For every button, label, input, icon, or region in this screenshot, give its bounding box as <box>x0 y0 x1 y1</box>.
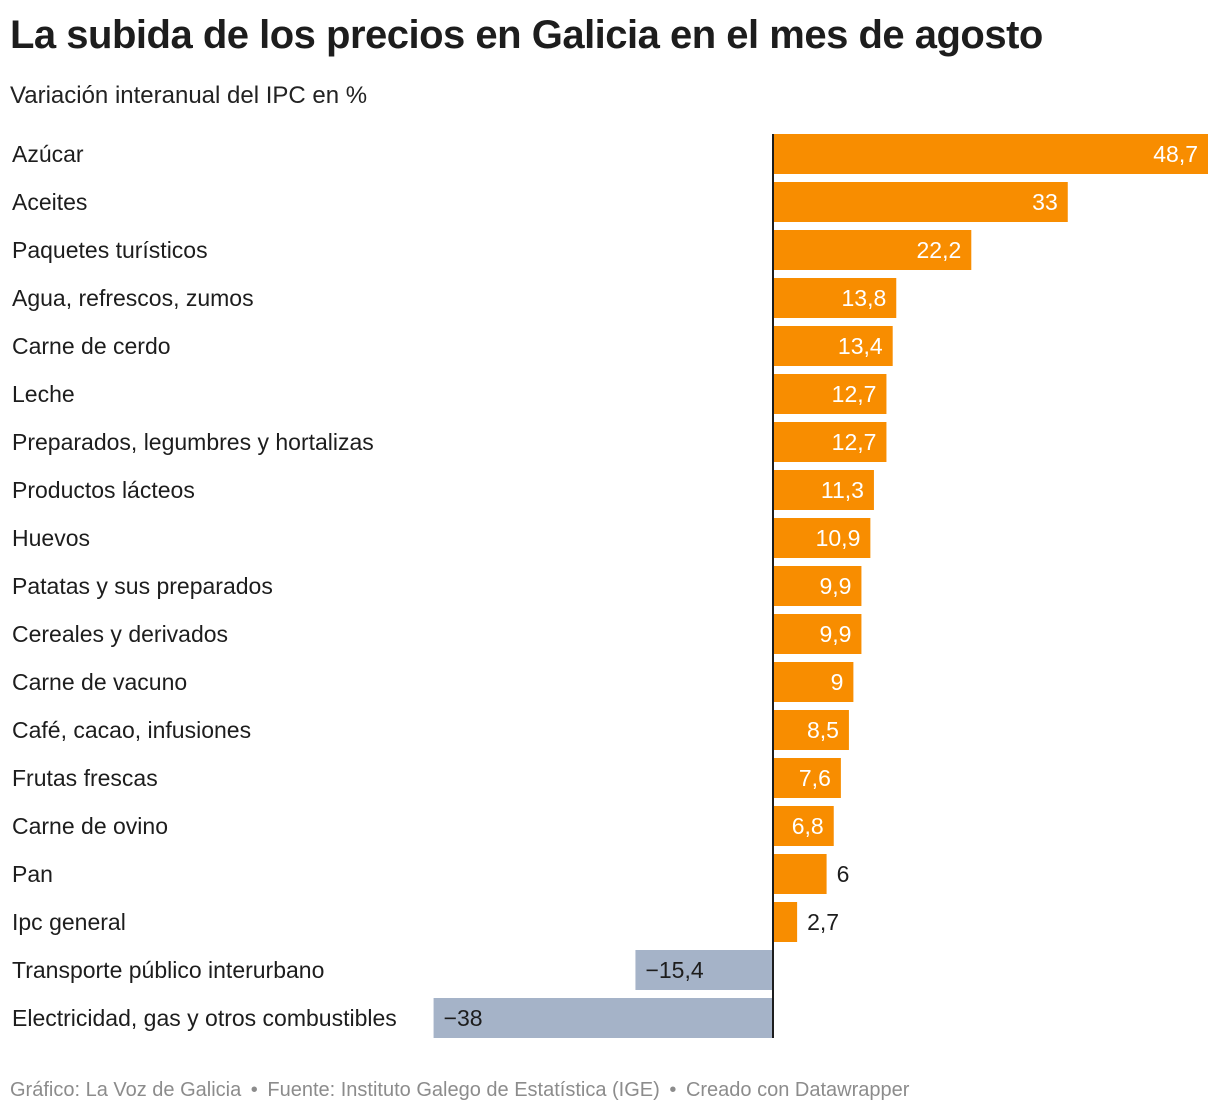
value-label: 7,6 <box>799 765 831 791</box>
bar <box>773 662 854 702</box>
bar <box>773 710 849 750</box>
value-label: 33 <box>1032 189 1058 215</box>
value-label: 2,7 <box>807 909 839 935</box>
value-label: 48,7 <box>1153 141 1198 167</box>
category-label: Carne de cerdo <box>12 333 171 359</box>
value-label: 9,9 <box>819 621 851 647</box>
chart-footer: Gráfico: La Voz de Galicia • Fuente: Ins… <box>10 1075 909 1105</box>
value-label: 9 <box>831 669 844 695</box>
bar <box>773 518 871 558</box>
category-label: Café, cacao, infusiones <box>12 717 251 743</box>
footer-separator: • <box>669 1079 677 1101</box>
value-label: 13,4 <box>838 333 883 359</box>
category-label: Cereales y derivados <box>12 621 228 647</box>
category-label: Transporte público interurbano <box>12 957 324 983</box>
value-label: 22,2 <box>917 237 962 263</box>
category-label: Agua, refrescos, zumos <box>12 285 254 311</box>
bar <box>773 374 887 414</box>
value-label: 8,5 <box>807 717 839 743</box>
value-label: 9,9 <box>819 573 851 599</box>
category-label: Huevos <box>12 525 90 551</box>
bar <box>773 134 1208 174</box>
footer-separator: • <box>250 1079 258 1101</box>
bar <box>773 422 887 462</box>
value-label: −15,4 <box>645 957 703 983</box>
category-label: Frutas frescas <box>12 765 158 791</box>
bar <box>773 230 972 270</box>
footer-source: Fuente: Instituto Galego de Estatística … <box>267 1079 660 1101</box>
footer-graphic-credit: Gráfico: La Voz de Galicia <box>10 1079 242 1101</box>
bar <box>773 326 893 366</box>
category-label: Carne de vacuno <box>12 669 187 695</box>
bar <box>773 854 827 894</box>
value-label: 10,9 <box>816 525 861 551</box>
chart-subtitle: Variación interanual del IPC en % <box>10 82 368 109</box>
category-label: Preparados, legumbres y hortalizas <box>12 429 374 455</box>
bar <box>773 902 798 942</box>
value-label: 12,7 <box>832 429 877 455</box>
bar <box>773 182 1068 222</box>
category-label: Pan <box>12 861 53 887</box>
bar <box>433 998 773 1038</box>
value-label: −38 <box>444 1005 483 1031</box>
category-label: Paquetes turísticos <box>12 237 208 263</box>
category-label: Patatas y sus preparados <box>12 573 273 599</box>
category-label: Aceites <box>12 189 87 215</box>
category-label: Electricidad, gas y otros combustibles <box>12 1005 397 1031</box>
category-label: Carne de ovino <box>12 813 168 839</box>
category-label: Leche <box>12 381 75 407</box>
category-label: Productos lácteos <box>12 477 195 503</box>
value-label: 11,3 <box>821 477 864 503</box>
bar <box>773 806 834 846</box>
category-label: Ipc general <box>12 909 126 935</box>
category-label: Azúcar <box>12 141 84 167</box>
value-label: 6,8 <box>792 813 824 839</box>
value-label: 12,7 <box>832 381 877 407</box>
bar <box>773 278 897 318</box>
bar <box>635 950 773 990</box>
value-label: 6 <box>837 861 850 887</box>
footer-datawrapper-credit: Creado con Datawrapper <box>685 1079 910 1101</box>
bar <box>773 470 874 510</box>
bar <box>773 614 862 654</box>
bar <box>773 758 841 798</box>
value-label: 13,8 <box>841 285 886 311</box>
chart-title: La subida de los precios en Galicia en e… <box>10 13 1043 57</box>
bar <box>773 566 862 606</box>
